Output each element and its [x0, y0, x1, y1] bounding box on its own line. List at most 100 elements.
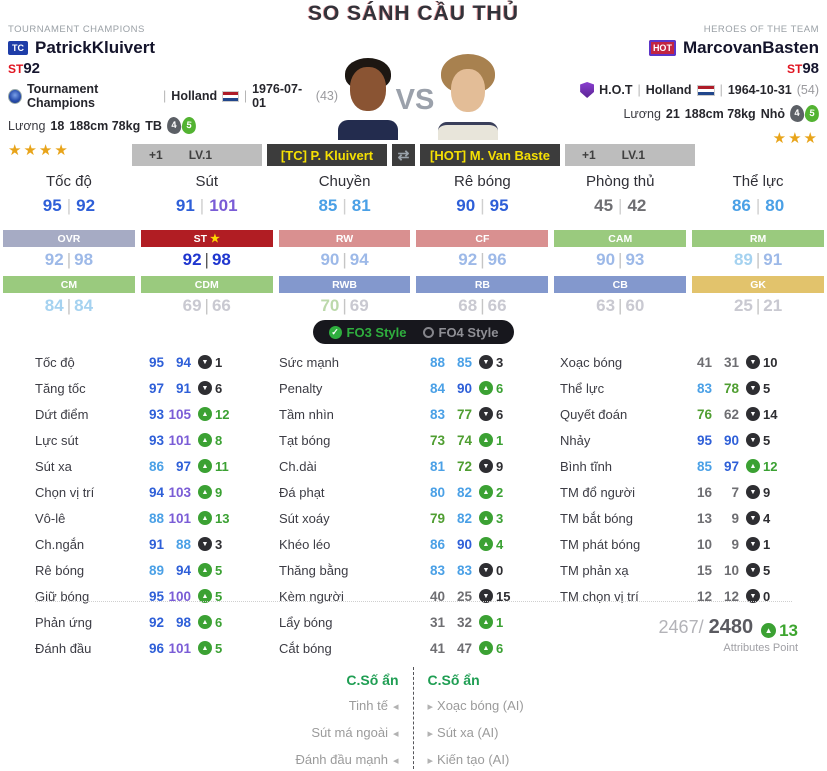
- position-rb[interactable]: RB: [416, 276, 549, 293]
- main-stat-label: Rê bóng: [454, 173, 511, 190]
- stat-delta: ▼ 4: [746, 511, 798, 526]
- expand-arrow-icon: ▸: [427, 755, 434, 767]
- right-player-value: 91: [763, 250, 783, 269]
- position-gk[interactable]: GK: [692, 276, 824, 293]
- attributes-point-caption: Attributes Point: [723, 641, 798, 654]
- boot-icon: 4: [789, 104, 805, 123]
- hidden-stat-item[interactable]: Sút má ngoài ◂: [42, 720, 398, 747]
- hidden-stat-item[interactable]: ▸ Xoạc bóng (AI): [428, 693, 786, 720]
- stat-delta: ▲ 9: [198, 485, 250, 500]
- fo4-value: 103: [168, 484, 191, 500]
- stat-row: TM phản xạ 15 10 ▼ 5: [560, 557, 798, 583]
- increase-icon: ▲: [479, 537, 493, 551]
- main-stat-cell: Sút 91 | 101: [138, 173, 276, 216]
- position-cm[interactable]: CM: [3, 276, 135, 293]
- left-salary-value: 18: [50, 118, 65, 133]
- hidden-stat-item[interactable]: ▸ Sút xa (AI): [428, 720, 786, 747]
- fo4-value: 72: [456, 458, 472, 474]
- main-stat-cell: Tốc độ 95 | 92: [0, 173, 138, 216]
- position-cell: RWB 70 | 69: [278, 276, 411, 320]
- main-stat-label: Phòng thủ: [586, 173, 655, 190]
- divider: |: [66, 196, 72, 215]
- fo4-value: 88: [175, 536, 191, 552]
- stat-label: Cắt bóng: [279, 640, 332, 656]
- delta-value: 15: [496, 588, 511, 604]
- fo3-value: 86: [429, 536, 445, 552]
- position-rwb[interactable]: RWB: [278, 276, 411, 293]
- active-position-star-icon: ★: [210, 233, 220, 245]
- left-player-value: 25: [733, 296, 753, 315]
- delta-value: 1: [496, 614, 504, 630]
- hidden-stat-item[interactable]: Đánh đầu mạnh ◂: [42, 747, 398, 771]
- right-player-value: 101: [209, 196, 238, 215]
- fo3-value: 79: [429, 510, 445, 526]
- right-age: (54): [796, 83, 819, 97]
- fo3-style-option[interactable]: ✓ FO3 Style: [328, 325, 407, 340]
- stat-row: Penalty 84 90 ▲ 6: [279, 375, 531, 401]
- decrease-icon: ▼: [198, 537, 212, 551]
- hidden-stat-item[interactable]: Tinh tế ◂: [42, 693, 399, 720]
- left-age: (43): [315, 89, 339, 103]
- position-row: OVR 92 | 98 ST ★ 92 | 98 RW 90 | 94 CF 92 | 96 CAM 90 | 93 RM…: [3, 230, 824, 274]
- decrease-icon: ▼: [746, 381, 760, 395]
- stat-row: Ch.ngắn 91 88 ▼ 3: [35, 531, 250, 557]
- left-player-value: 69: [182, 296, 202, 315]
- stat-label: Tạt bóng: [279, 432, 331, 448]
- fo4-value: 90: [456, 380, 472, 396]
- position-cam[interactable]: CAM: [554, 230, 687, 247]
- main-stat-cell: Thể lực 86 | 80: [689, 173, 827, 216]
- delta-value: 10: [763, 354, 778, 370]
- position-values: 70 | 69: [279, 293, 411, 320]
- delta-value: 1: [763, 536, 771, 552]
- position-values: 90 | 93: [554, 247, 686, 274]
- position-rm[interactable]: RM: [692, 230, 824, 247]
- divider: |: [66, 296, 72, 315]
- fo4-value: 82: [456, 510, 472, 526]
- hidden-stat-label: Kiến tạo (AI): [437, 752, 510, 767]
- stat-delta: ▲ 5: [198, 563, 250, 578]
- fo4-value: 98: [175, 614, 191, 630]
- position-bar-label: RB: [474, 278, 490, 291]
- stat-label: Vô-lê: [35, 510, 66, 526]
- divider: |: [204, 296, 209, 315]
- style-toggle: ✓ FO3 Style FO4 Style: [312, 320, 515, 344]
- stat-label: Quyết đoán: [560, 406, 628, 422]
- delta-value: 5: [215, 588, 223, 604]
- hidden-stat-item[interactable]: ▸ Kiến tạo (AI): [428, 747, 786, 771]
- right-body-info: 188cm 78kg: [684, 106, 756, 121]
- netherlands-flag-icon: [696, 84, 715, 96]
- stat-label: TM đổ người: [560, 484, 636, 500]
- stat-delta: ▲ 1: [479, 615, 531, 630]
- fo4-style-option[interactable]: FO4 Style: [422, 325, 498, 340]
- left-player-plate[interactable]: [TC] P. Kluivert: [267, 144, 388, 166]
- left-player-value: 89: [733, 250, 753, 269]
- left-player-value: 91: [175, 196, 195, 215]
- increase-icon: ▲: [198, 433, 212, 447]
- right-team-label: HEROES OF THE TEAM: [703, 24, 819, 35]
- stat-delta: ▲ 5: [198, 589, 250, 604]
- swap-icon[interactable]: ⇄: [392, 144, 416, 166]
- fo3-value: 92: [148, 614, 164, 630]
- boot-icon: 5: [181, 116, 197, 135]
- expand-arrow-icon: ▸: [427, 701, 434, 713]
- position-cdm[interactable]: CDM: [140, 276, 273, 293]
- right-rating: ST98: [489, 60, 819, 78]
- fo4-value: 77: [456, 406, 472, 422]
- position-values: 69 | 66: [141, 293, 273, 320]
- total-max: 2480: [708, 616, 754, 638]
- position-cb[interactable]: CB: [554, 276, 687, 293]
- right-salary-row: Lương 21 188cm 78kg Nhỏ 4 5: [489, 104, 820, 123]
- increase-icon: ▲: [198, 511, 212, 525]
- position-cell: CF 92 | 96: [416, 230, 549, 274]
- position-ovr[interactable]: OVR: [3, 230, 135, 247]
- fo4-value: 94: [175, 562, 191, 578]
- fo4-value: 91: [175, 380, 191, 396]
- position-cf[interactable]: CF: [416, 230, 549, 247]
- fo3-value: 16: [696, 484, 712, 500]
- stat-label: Xoạc bóng: [560, 354, 623, 370]
- position-rw[interactable]: RW: [278, 230, 411, 247]
- main-stat-values: 91 | 101: [138, 196, 276, 216]
- right-player-plate[interactable]: [HOT] M. Van Baste: [420, 144, 560, 166]
- position-st[interactable]: ST ★: [140, 230, 273, 247]
- left-club-name: Tournament Champions: [26, 82, 99, 110]
